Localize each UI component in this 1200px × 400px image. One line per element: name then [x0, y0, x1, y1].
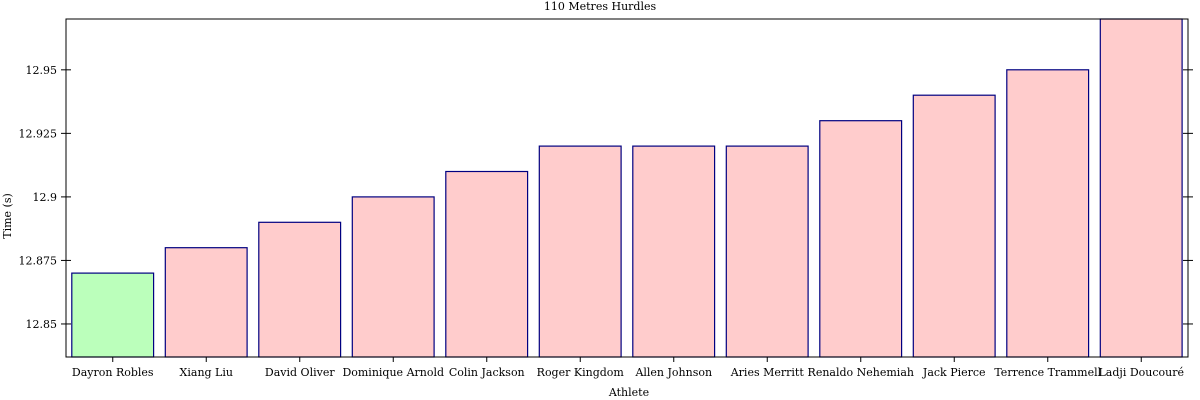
y-tick-label: 12.85 — [26, 318, 58, 331]
bar — [164, 247, 248, 358]
bar — [71, 272, 155, 358]
x-tick-label: Colin Jackson — [449, 366, 525, 379]
bar — [538, 145, 622, 358]
x-tick-label: Terrence Trammell — [994, 366, 1101, 379]
x-tick-label: David Oliver — [265, 366, 335, 379]
plot-frame — [65, 18, 1189, 358]
y-tick-label: 12.875 — [19, 254, 58, 267]
x-tick-label: Dayron Robles — [72, 366, 154, 379]
x-tick-label: Ladji Doucouré — [1099, 366, 1185, 379]
y-tick-label: 12.95 — [26, 64, 58, 77]
chart-title: 110 Metres Hurdles — [544, 0, 657, 13]
x-tick-label: Allen Johnson — [634, 366, 712, 379]
x-tick-label: Roger Kingdom — [537, 366, 625, 379]
bars — [71, 18, 1183, 358]
bar — [912, 94, 996, 358]
bar — [351, 196, 435, 358]
bar — [258, 221, 342, 358]
x-tick-label: Xiang Liu — [180, 366, 233, 379]
x-tick-label: Jack Pierce — [922, 366, 986, 379]
bar — [445, 170, 529, 358]
y-tick-label: 12.925 — [19, 127, 58, 140]
y-axis-label: Time (s) — [1, 193, 14, 239]
bar — [1006, 69, 1090, 358]
bar — [725, 145, 809, 358]
bar — [819, 120, 903, 358]
x-tick-label: Renaldo Nehemiah — [808, 366, 914, 379]
x-axis: Dayron Robles Xiang Liu David Oliver Domini… — [72, 357, 1184, 379]
bar — [632, 145, 716, 358]
x-tick-label: Dominique Arnold — [342, 366, 444, 379]
y-tick-label: 12.9 — [33, 191, 58, 204]
bar — [1099, 18, 1183, 358]
x-tick-label: Aries Merritt — [730, 366, 805, 379]
x-axis-label: Athlete — [608, 386, 649, 399]
y-axis: 12.85 12.875 12.9 12.925 12.95 — [19, 64, 1193, 331]
